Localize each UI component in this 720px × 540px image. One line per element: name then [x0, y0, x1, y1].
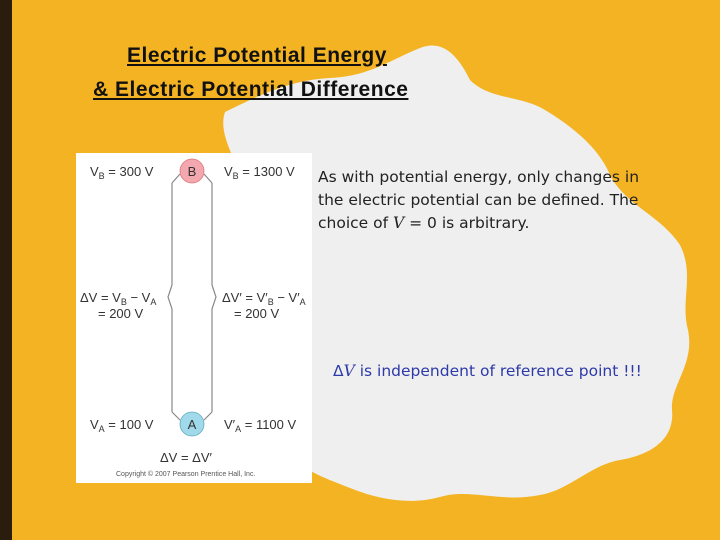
subscript: B: [121, 297, 127, 307]
blob: [223, 45, 690, 501]
label-text: ΔV′ = V′: [222, 290, 268, 305]
label-text: V: [90, 417, 99, 432]
figure-label: = 200 V: [234, 306, 280, 321]
figure-label: = 200 V: [98, 306, 144, 321]
subscript: B: [233, 171, 239, 181]
text-run: is independent of reference point !!!: [354, 362, 642, 380]
figure-label: VB = 300 V: [90, 164, 154, 181]
subscript: A: [99, 424, 105, 434]
copyright: Copyright © 2007 Pearson Prentice Hall, …: [116, 470, 255, 478]
circle-a: [179, 411, 205, 437]
label-text: V: [224, 164, 233, 179]
figure-label: ΔV = VB − VA: [80, 290, 156, 307]
title-line: Electric Potential Energy: [127, 44, 387, 67]
figure-label: VA = 100 V: [90, 417, 154, 434]
label-text: ΔV = V: [80, 290, 121, 305]
label-text: ΔV = ΔV′: [160, 450, 213, 465]
label-text: = 1300 V: [239, 164, 295, 179]
figure-label: ΔV = ΔV′: [160, 450, 213, 465]
circle-b: [179, 158, 205, 184]
label-text: − V: [127, 290, 151, 305]
label-text: V′: [224, 417, 236, 432]
label-text: = 200 V: [98, 306, 144, 321]
circle-label: B: [188, 164, 197, 179]
label-text: = 200 V: [234, 306, 280, 321]
paragraph: As with potential energy, only changes i…: [318, 166, 658, 235]
figure-label: V′A = 1100 V: [224, 417, 297, 434]
label-text: = 300 V: [105, 164, 154, 179]
text-run: As with potential energy, only changes i…: [318, 168, 640, 232]
text-run: V: [343, 362, 355, 380]
subscript: B: [268, 297, 274, 307]
label-text: = 100 V: [105, 417, 154, 432]
subscript: B: [99, 171, 105, 181]
subscript: A: [235, 424, 241, 434]
label-text: V: [90, 164, 99, 179]
text-run: V: [393, 214, 405, 232]
figure-label: ΔV′ = V′B − V′A: [222, 290, 306, 307]
circle-label: A: [188, 417, 197, 432]
label-text: − V′: [274, 290, 300, 305]
label-text: = 1100 V: [241, 417, 296, 432]
figure-labels: VB = 300 V VB = 1300 VΔV = VB − VA= 200 V…: [80, 164, 306, 465]
subscript: A: [300, 297, 306, 307]
title-line: & Electric Potential Difference: [93, 78, 409, 101]
figure-label: VB = 1300 V: [224, 164, 295, 181]
figure-lines: [167, 173, 217, 421]
text-run: Δ: [333, 362, 344, 380]
side-strip: [0, 0, 12, 540]
highlight: ΔV is independent of reference point !!!: [333, 362, 642, 380]
text-run: = 0 is arbitrary.: [404, 214, 530, 232]
subscript: A: [150, 297, 156, 307]
